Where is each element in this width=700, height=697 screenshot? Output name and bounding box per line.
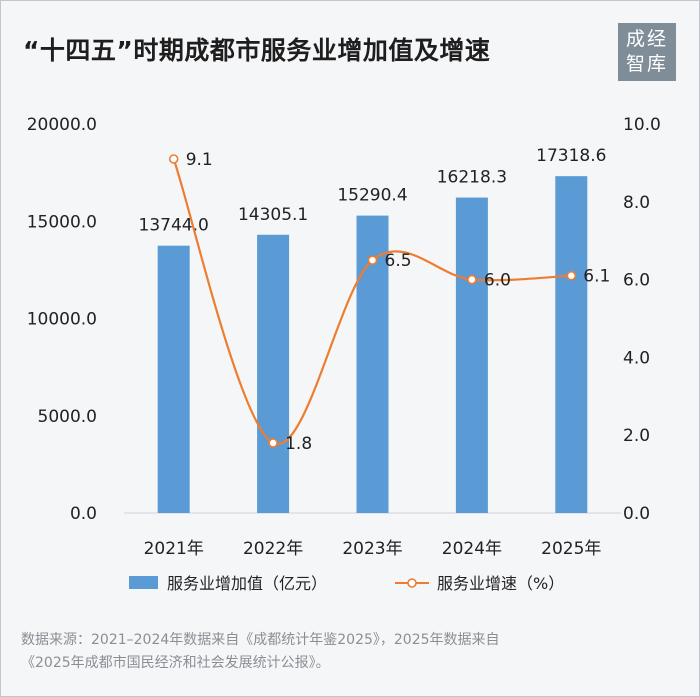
bar-value-label: 13744.0 (139, 216, 209, 236)
growth-value-label: 6.1 (583, 267, 610, 287)
growth-point (268, 438, 278, 448)
legend: 服务业增加值（亿元） 服务业增速（%） (129, 574, 564, 593)
y-left-tick-label: 15000.0 (27, 212, 97, 232)
growth-value-label: 1.8 (285, 434, 312, 454)
y-left-tick-label: 0.0 (70, 504, 97, 524)
growth-value-label: 6.0 (484, 271, 511, 291)
x-tick-label: 2021年 (144, 539, 204, 559)
bar-series (157, 176, 588, 513)
growth-value-label: 9.1 (186, 150, 213, 170)
legend-line-label: 服务业增速（%） (437, 574, 564, 593)
y-left-tick-label: 10000.0 (27, 310, 97, 330)
legend-line-marker (407, 578, 417, 588)
combo-chart: 0.0 5000.0 10000.0 15000.0 20000.0 0.0 2.0 4.0… (27, 115, 661, 593)
y-axis-left: 0.0 5000.0 10000.0 15000.0 20000.0 (27, 115, 97, 524)
x-tick-label: 2024年 (442, 539, 502, 559)
y-right-tick-label: 2.0 (623, 426, 650, 446)
bar-data-labels: 13744.0 14305.1 15290.4 16218.3 17318.6 (139, 146, 607, 236)
x-tick-label: 2023年 (342, 539, 402, 559)
y-right-tick-label: 10.0 (623, 115, 661, 135)
y-axis-right: 0.0 2.0 4.0 6.0 8.0 10.0 (623, 115, 661, 524)
y-right-tick-label: 4.0 (623, 348, 650, 368)
growth-point (367, 255, 378, 265)
x-tick-label: 2025年 (541, 539, 601, 559)
bar-2025年 (555, 176, 588, 513)
source-note: 数据来源：2021–2024年数据来自《成都统计年鉴2025》，2025年数据来… (21, 629, 681, 675)
logo-seal: 成经 智库 (618, 23, 676, 81)
bar-value-label: 15290.4 (337, 186, 407, 206)
x-axis-labels: 2021年 2022年 2023年 2024年 2025年 (144, 539, 602, 559)
growth-value-label: 6.5 (385, 251, 412, 271)
y-right-tick-label: 0.0 (623, 504, 650, 524)
source-line-1: 数据来源：2021–2024年数据来自《成都统计年鉴2025》，2025年数据来… (21, 632, 500, 648)
legend-bar-label: 服务业增加值（亿元） (167, 574, 327, 593)
legend-bar-swatch (129, 576, 158, 589)
chart-title: “十四五”时期成都市服务业增加值及增速 (23, 36, 491, 65)
growth-point (168, 154, 179, 164)
bar-value-label: 16218.3 (437, 168, 507, 188)
line-series: 9.1 1.8 6.5 6.0 6.1 (168, 150, 610, 454)
growth-point (467, 274, 477, 285)
bar-value-label: 17318.6 (536, 146, 606, 166)
source-line-2: 《2025年成都市国民经济和社会发展统计公报》。 (21, 655, 330, 671)
y-left-tick-label: 20000.0 (27, 115, 97, 135)
bar-2021年 (157, 245, 190, 513)
seal-line-1: 成经 (625, 28, 668, 50)
seal-line-2: 智库 (625, 53, 668, 75)
bar-2023年 (356, 215, 389, 513)
x-tick-label: 2022年 (243, 539, 303, 559)
bar-value-label: 14305.1 (238, 205, 308, 225)
growth-point (566, 270, 577, 281)
bar-2022年 (257, 234, 290, 513)
bar-2024年 (455, 197, 488, 513)
y-right-tick-label: 8.0 (623, 193, 650, 213)
y-right-tick-label: 6.0 (623, 271, 650, 291)
y-left-tick-label: 5000.0 (38, 407, 97, 427)
